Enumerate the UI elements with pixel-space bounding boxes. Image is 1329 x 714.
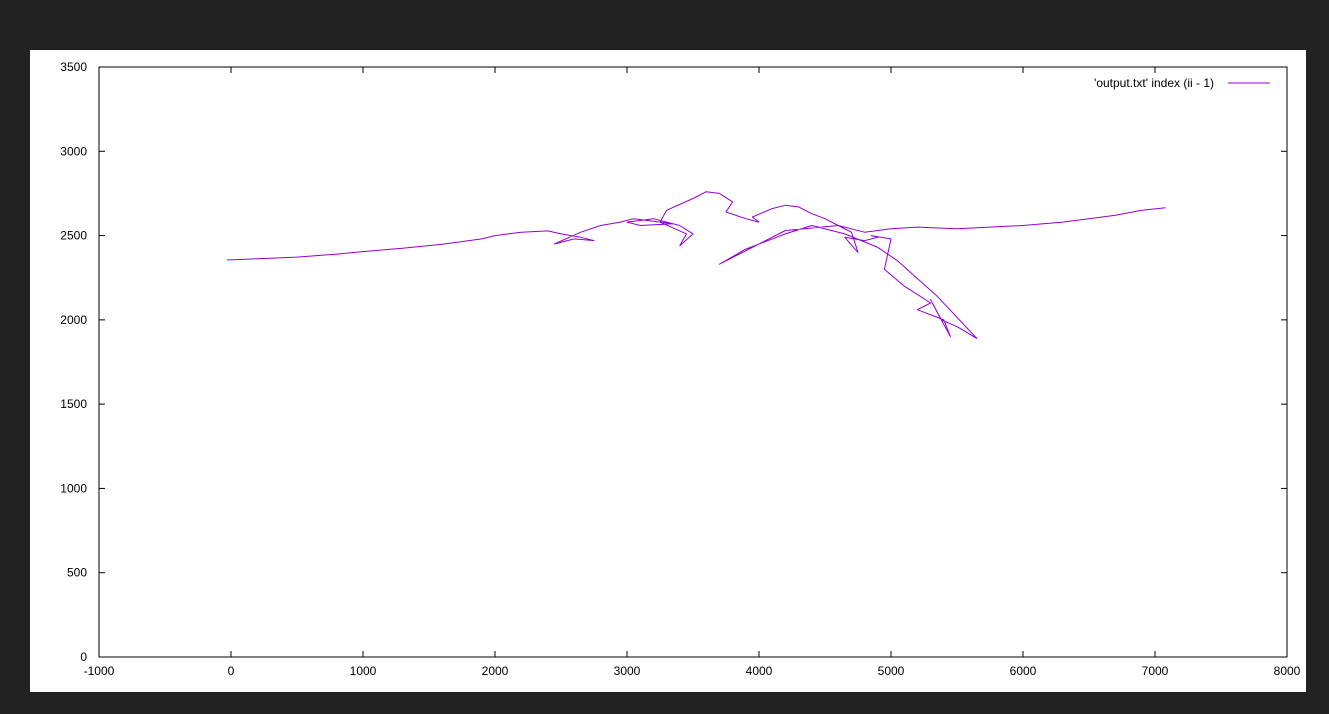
y-axis-tick-labels: 0 500 1000 1500 2000 2500 3000 3500 [60,60,87,664]
x-tick-label: 0 [228,664,235,678]
y-tick-label: 3500 [60,60,87,74]
plot-area [98,66,1288,658]
series-layer [226,191,1166,339]
x-tick-label: -1000 [84,664,115,678]
y-tick-label: 0 [80,650,87,664]
x-tick-label: 8000 [1274,664,1301,678]
x-tick-label: 5000 [878,664,905,678]
legend: 'output.txt' index (ii - 1) [1094,76,1270,90]
x-tick-label: 1000 [350,664,377,678]
y-tick-label: 3000 [60,144,87,158]
x-tick-label: 7000 [1142,664,1169,678]
x-axis-tick-labels: -1000 0 1000 2000 3000 4000 5000 6000 7000 8000 [84,664,1301,678]
axis-ticks [98,66,1288,658]
x-tick-label: 6000 [1010,664,1037,678]
x-tick-label: 3000 [614,664,641,678]
series-line-output [226,191,1166,339]
y-tick-label: 2500 [60,229,87,243]
legend-entry-label: 'output.txt' index (ii - 1) [1094,76,1214,90]
y-tick-label: 1500 [60,397,87,411]
y-tick-label: 1000 [60,481,87,495]
x-tick-label: 4000 [746,664,773,678]
x-tick-label: 2000 [482,664,509,678]
y-tick-label: 2000 [60,313,87,327]
chart: -1000 0 1000 2000 3000 4000 5000 6000 7000 8000 0… [60,60,1301,678]
plot-window: -1000 0 1000 2000 3000 4000 5000 6000 7000 8000 0… [30,50,1306,692]
y-tick-label: 500 [67,566,87,580]
